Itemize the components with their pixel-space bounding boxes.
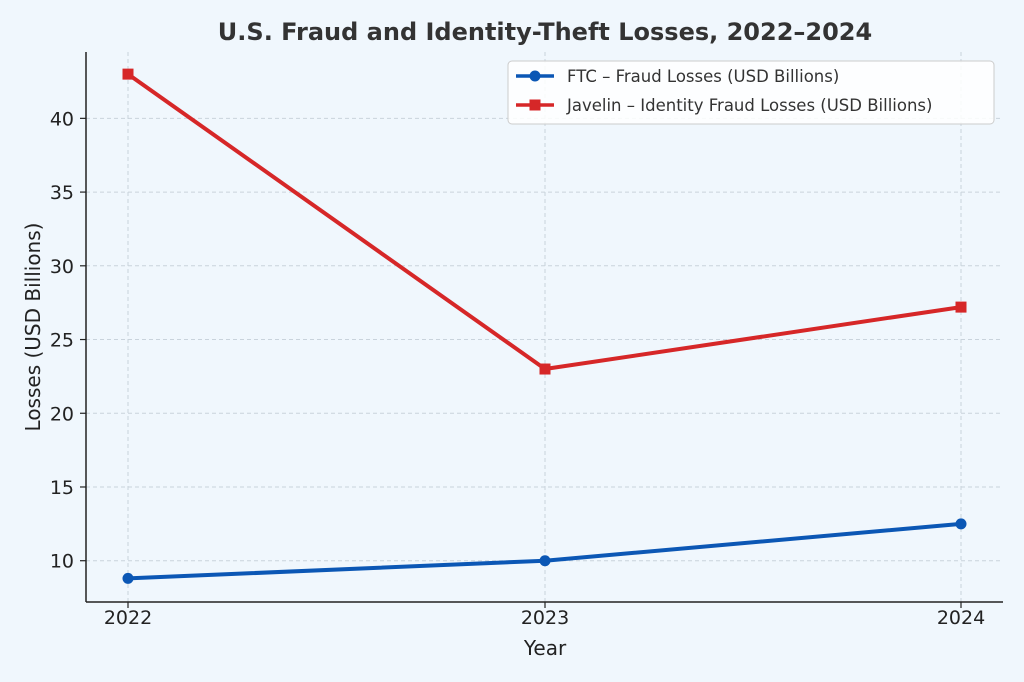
data-point-marker xyxy=(122,572,134,584)
y-axis-title: Losses (USD Billions) xyxy=(21,223,45,432)
legend-box xyxy=(507,60,995,125)
grid xyxy=(86,52,1003,602)
y-tick-label: 20 xyxy=(50,403,74,425)
legend-javelin-marker xyxy=(529,99,541,111)
x-axis-title: Year xyxy=(523,636,567,660)
ticks: 10 15 20 25 30 35 40 2022 2023 2024 xyxy=(50,108,985,629)
data-point-marker xyxy=(955,301,967,313)
x-tick-label: 2024 xyxy=(937,607,985,629)
chart-title: U.S. Fraud and Identity-Theft Losses, 20… xyxy=(218,18,872,46)
x-tick-label: 2022 xyxy=(104,607,152,629)
data-point-marker xyxy=(955,518,967,530)
x-tick-label: 2023 xyxy=(521,607,569,629)
y-tick-label: 25 xyxy=(50,330,74,352)
y-tick-label: 15 xyxy=(50,477,74,499)
legend-ftc-label: FTC – Fraud Losses (USD Billions) xyxy=(567,67,839,86)
series-lines xyxy=(122,68,967,584)
data-point-marker xyxy=(539,555,551,567)
data-point-marker xyxy=(539,363,551,375)
y-tick-label: 40 xyxy=(50,108,74,130)
y-tick-label: 30 xyxy=(50,256,74,278)
legend-javelin-label: Javelin – Identity Fraud Losses (USD Bil… xyxy=(566,96,932,115)
data-point-marker xyxy=(122,68,134,80)
y-tick-label: 35 xyxy=(50,182,74,204)
y-tick-label: 10 xyxy=(50,551,74,573)
legend-ftc-marker xyxy=(529,70,541,82)
legend: FTC – Fraud Losses (USD Billions) Javeli… xyxy=(507,60,995,125)
